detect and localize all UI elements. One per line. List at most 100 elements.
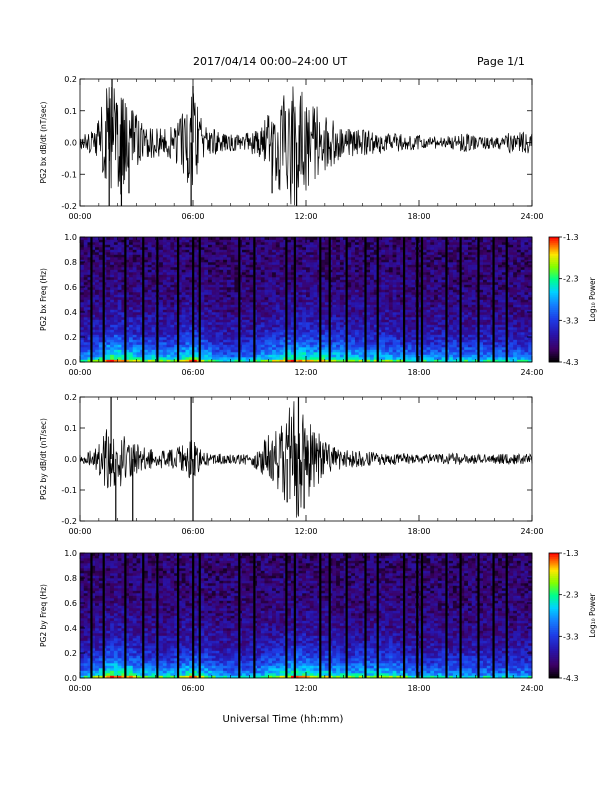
spectrogram-cell — [332, 324, 337, 328]
spectrogram-cell — [95, 242, 100, 245]
spectrogram-cell — [430, 339, 435, 343]
spectrogram-cell — [245, 357, 250, 360]
spectrogram-cell — [106, 357, 111, 360]
spectrogram-cell — [430, 317, 435, 320]
spectrogram-cell — [177, 317, 182, 320]
spectrogram-cell — [106, 304, 111, 308]
spectrogram-cell — [407, 354, 412, 358]
spectrogram-cell — [257, 287, 262, 290]
spectrogram-cell — [441, 352, 446, 355]
spectrogram-cell — [385, 349, 390, 353]
spectrogram-cell — [147, 264, 152, 268]
spectrogram-cell — [204, 304, 209, 308]
spectrogram-cell — [166, 344, 171, 348]
spectrogram-cell — [370, 297, 375, 300]
spectrogram-cell — [339, 322, 344, 325]
spectrogram-cell — [193, 357, 198, 360]
spectrogram-cell — [121, 257, 126, 260]
spectrogram-cell — [219, 339, 224, 343]
spectrogram-cell — [177, 329, 182, 333]
spectrogram-cell — [241, 324, 247, 328]
spectrogram-cell — [336, 309, 341, 313]
spectrogram-cell — [434, 339, 439, 343]
spectrogram-cell — [128, 239, 134, 243]
spectrogram-cell — [110, 287, 115, 290]
spectrogram-cell — [98, 339, 103, 343]
spectrogram-cell — [321, 322, 326, 325]
spectrogram-cell — [257, 247, 262, 250]
spectrogram-cell — [204, 269, 209, 273]
spectrogram-cell — [407, 237, 412, 240]
spectrogram-cell — [426, 292, 431, 295]
spectrogram-cell — [174, 359, 179, 363]
spectrogram-cell — [354, 242, 360, 245]
spectrogram-cell — [106, 347, 111, 350]
spectrogram-cell — [125, 314, 130, 318]
spectrogram-cell — [185, 297, 190, 300]
spectrogram-cell — [219, 289, 224, 293]
spectrogram-cell — [147, 302, 152, 305]
spectrogram-cell — [411, 294, 416, 298]
spectrogram-cell — [159, 239, 164, 243]
spectrogram-cell — [91, 257, 96, 260]
spectrogram-cell — [268, 317, 273, 320]
spectrogram-cell — [306, 249, 311, 253]
spectrogram-cell — [351, 274, 356, 278]
spectrogram-cell — [147, 359, 152, 363]
spectrogram-cell — [336, 287, 341, 290]
spectrogram-cell — [159, 319, 164, 323]
spectrogram-cell — [193, 272, 198, 275]
spectrogram-cell — [309, 289, 314, 293]
spectrogram-cell — [309, 277, 314, 280]
spectrogram-cell — [174, 354, 179, 358]
spectrogram-cell — [332, 289, 337, 293]
spectrogram-cell — [121, 359, 126, 363]
spectrogram-cell — [264, 299, 269, 303]
spectrogram-cell — [211, 357, 216, 360]
spectrogram-cell — [370, 294, 375, 298]
spectrogram-cell — [128, 302, 134, 305]
spectrogram-cell — [260, 269, 265, 273]
spectrogram-cell — [91, 334, 96, 338]
spectrogram-cell — [403, 314, 408, 318]
spectrogram-cell — [151, 237, 156, 240]
spectrogram-cell — [110, 297, 115, 300]
spectrogram-cell — [264, 287, 269, 290]
spectrogram-cell — [426, 237, 431, 240]
spectrogram-cell — [83, 272, 88, 275]
spectrogram-cell — [385, 244, 390, 248]
spectrogram-cell — [298, 279, 303, 283]
spectrogram-cell — [219, 299, 224, 303]
spectrogram-cell — [106, 329, 111, 333]
spectrogram-cell — [151, 289, 156, 293]
spectrogram-cell — [174, 294, 179, 298]
spectrogram-cell — [245, 344, 250, 348]
spectrogram-cell — [174, 239, 179, 243]
spectrogram-cell — [117, 292, 122, 295]
spectrogram-cell — [396, 324, 401, 328]
spectrogram-cell — [411, 272, 416, 275]
spectrogram-cell — [245, 304, 250, 308]
spectrogram-cell — [177, 319, 182, 323]
spectrogram-cell — [113, 347, 118, 350]
spectrogram-cell — [366, 292, 371, 295]
spectrogram-cell — [294, 244, 299, 248]
spectrogram-cell — [83, 259, 88, 263]
spectrogram-cell — [136, 282, 141, 285]
spectrogram-cell — [87, 337, 92, 340]
spectrogram-cell — [257, 267, 262, 270]
spectrogram-cell — [272, 334, 277, 338]
spectrogram-cell — [294, 322, 299, 325]
spectrogram-cell — [309, 264, 314, 268]
spectrogram-cell — [226, 352, 231, 355]
spectrogram-cell — [332, 272, 337, 275]
spectrogram-cell — [249, 347, 254, 350]
spectrogram-cell — [117, 269, 122, 273]
spectrogram-cell — [324, 337, 329, 340]
spectrogram-cell — [245, 289, 250, 293]
spectrogram-cell — [358, 347, 363, 350]
spectrogram-cell — [396, 319, 401, 323]
spectrogram-cell — [354, 274, 360, 278]
spectrogram-cell — [230, 312, 235, 315]
page-title: 2017/04/14 00:00–24:00 UT — [193, 55, 348, 68]
